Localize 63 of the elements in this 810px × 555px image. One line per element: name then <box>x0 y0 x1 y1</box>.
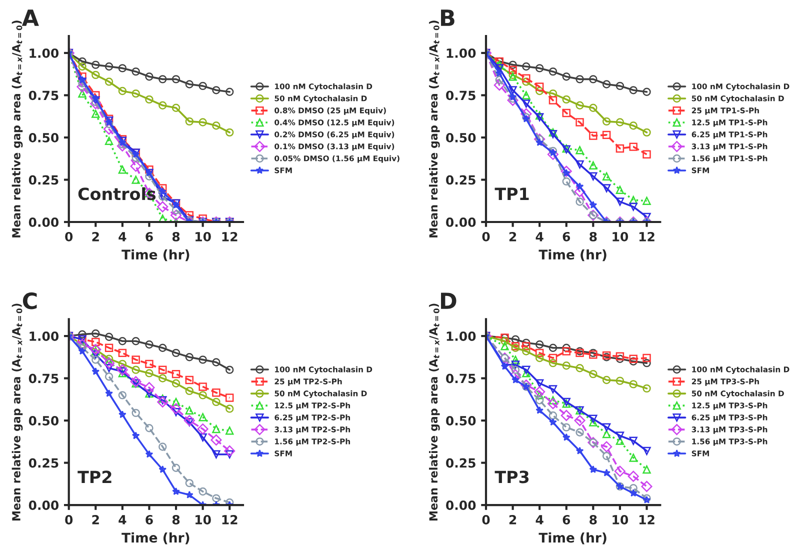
x-axis-title: Time (hr) <box>538 249 606 262</box>
y-tick-label: 0.00 <box>28 217 59 227</box>
y-tick-label: 0.75 <box>28 374 58 384</box>
annotation: TP3 <box>494 470 529 484</box>
y-tick-label: 0.25 <box>446 458 476 468</box>
y-axis-title: Mean relative gap area (A$_{t=x}$/A$_{t=0}$) <box>12 20 23 238</box>
y-axis-title: Mean relative gap area (A$_{t=x}$/A$_{t=0}$) <box>428 304 440 520</box>
x-tick-label: 2 <box>509 232 516 242</box>
x-tick-label: 0 <box>482 232 490 242</box>
y-tick-label: 0.50 <box>28 132 59 142</box>
y-tick-label: 0.75 <box>28 90 58 100</box>
y-tick-label: 1.00 <box>446 332 476 341</box>
y-tick-label: 0.25 <box>28 175 58 185</box>
x-tick-label: 6 <box>562 232 570 242</box>
x-tick-label: 8 <box>590 232 597 242</box>
y-tick-label: 0.50 <box>446 132 476 142</box>
y-axis-title: Mean relative gap area (A$_{t=x}$/A$_{t=0}$) <box>428 20 440 238</box>
x-tick-label: 4 <box>118 232 126 242</box>
x-axis-title: Time (hr) <box>122 532 190 544</box>
x-tick-label: 10 <box>196 514 211 524</box>
x-tick-label: 4 <box>118 515 126 524</box>
x-axis-title: Time (hr) <box>122 249 190 262</box>
x-tick-label: 12 <box>222 232 238 242</box>
y-tick-label: 0.25 <box>446 175 476 185</box>
y-tick-label: 0.50 <box>446 416 476 426</box>
x-tick-label: 8 <box>172 232 180 242</box>
y-tick-label: 0.75 <box>446 90 476 100</box>
x-tick-label: 8 <box>590 514 597 524</box>
annotation: TP2 <box>78 470 112 483</box>
x-tick-label: 0 <box>65 232 73 242</box>
x-tick-label: 10 <box>196 232 211 242</box>
y-tick-label: 0.00 <box>28 500 59 510</box>
x-tick-label: 12 <box>222 514 238 524</box>
y-axis-title: Mean relative gap area (A$_{t=x}$/A$_{t=0}$) <box>12 304 23 520</box>
y-tick-label: 1.00 <box>446 48 476 58</box>
chart-title: C <box>22 292 37 310</box>
x-tick-label: 6 <box>562 515 570 524</box>
y-tick-label: 0.00 <box>446 500 476 510</box>
y-tick-label: 0.00 <box>446 217 476 227</box>
x-tick-label: 0 <box>65 514 73 524</box>
x-tick-label: 4 <box>536 515 544 524</box>
x-tick-label: 6 <box>146 515 153 524</box>
y-tick-label: 0.50 <box>28 416 59 426</box>
x-tick-label: 10 <box>612 514 628 524</box>
x-tick-label: 8 <box>172 514 180 524</box>
chart-title: D <box>441 292 456 309</box>
x-tick-label: 2 <box>92 514 99 524</box>
x-tick-label: 6 <box>146 232 153 242</box>
y-tick-label: 1.00 <box>30 332 59 341</box>
x-axis-title: Time (hr) <box>538 532 606 544</box>
x-tick-label: 12 <box>639 514 654 524</box>
chart-title: B <box>441 10 454 26</box>
annotation: TP1 <box>494 188 529 200</box>
x-tick-label: 4 <box>536 232 544 242</box>
y-tick-label: 0.75 <box>446 374 476 384</box>
x-tick-label: 2 <box>92 232 99 242</box>
y-tick-label: 1.00 <box>30 48 59 58</box>
x-tick-label: 2 <box>509 514 516 524</box>
x-tick-label: 0 <box>482 514 490 524</box>
y-tick-label: 0.25 <box>28 458 58 468</box>
x-tick-label: 12 <box>639 232 654 242</box>
x-tick-label: 10 <box>612 232 628 242</box>
chart-title: A <box>22 10 39 26</box>
